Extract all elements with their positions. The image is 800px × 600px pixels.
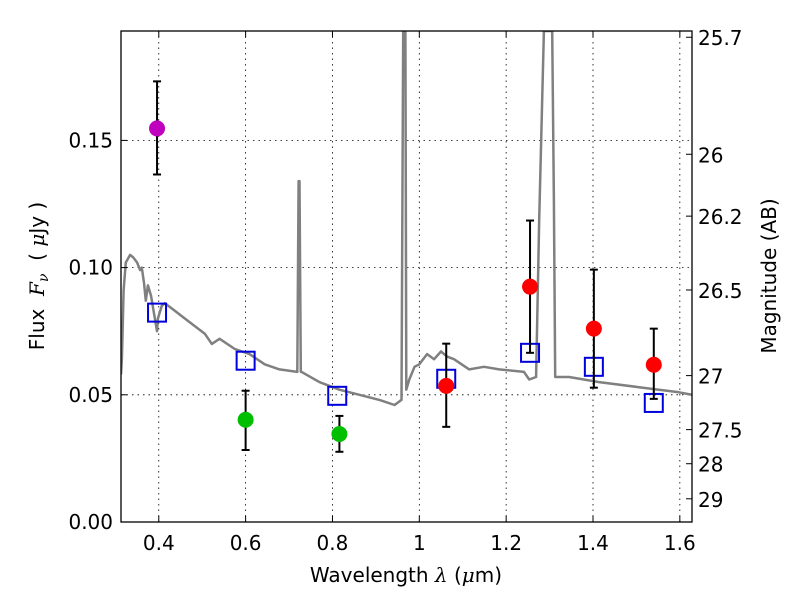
observed-flux-point	[585, 320, 602, 337]
y2-tick-label: 26	[698, 143, 723, 167]
x-axis-ticks: 0.4 0.6 0.8 1 1.2 1.4 1.6	[143, 31, 696, 555]
x-axis-label: Wavelength λ (μm)	[310, 563, 502, 587]
observed-flux-point	[645, 356, 662, 373]
x-tick-label: 1	[413, 531, 426, 555]
x-tick-label: 1.6	[664, 531, 696, 555]
observed-flux-point	[522, 278, 539, 295]
model-photometry-square	[327, 385, 348, 406]
y2-tick-label: 26.2	[698, 205, 743, 229]
y-axis-label: Flux Fν ( μJy )	[25, 202, 52, 350]
spectrum-layer	[121, 31, 692, 407]
y2-tick-label: 28	[698, 453, 723, 477]
y-tick-label: 0.15	[68, 128, 113, 152]
observed-flux-point	[237, 411, 254, 428]
y2-tick-label: 26.5	[698, 279, 743, 303]
y2-tick-label: 27.5	[698, 419, 743, 443]
observed-flux-point	[438, 377, 455, 394]
y2-axis-label: Magnitude (AB)	[757, 198, 781, 353]
observed-flux-point	[149, 120, 166, 137]
y2-tick-label: 29	[698, 488, 723, 512]
y-tick-label: 0.10	[68, 256, 113, 280]
x-tick-label: 0.8	[317, 531, 349, 555]
y-tick-label: 0.00	[68, 510, 113, 534]
observed-flux-point	[331, 425, 348, 442]
y-tick-label: 0.05	[68, 383, 113, 407]
y2-axis-ticks: 25.7 26 26.2 26.5 27 27.5 28 29	[686, 26, 743, 512]
y-axis-ticks: 0.00 0.05 0.10 0.15	[68, 128, 127, 534]
model-photometry-square	[235, 350, 256, 371]
y2-tick-label: 27	[698, 365, 723, 389]
model-photometry-square	[147, 302, 168, 323]
plot-frame	[120, 30, 693, 523]
markers-layer	[147, 80, 664, 453]
x-tick-label: 1.4	[577, 531, 609, 555]
y2-tick-label: 25.7	[698, 26, 743, 50]
x-tick-label: 0.4	[143, 531, 175, 555]
x-tick-label: 1.2	[490, 531, 522, 555]
x-tick-label: 0.6	[230, 531, 262, 555]
spectrum-line	[121, 31, 692, 407]
